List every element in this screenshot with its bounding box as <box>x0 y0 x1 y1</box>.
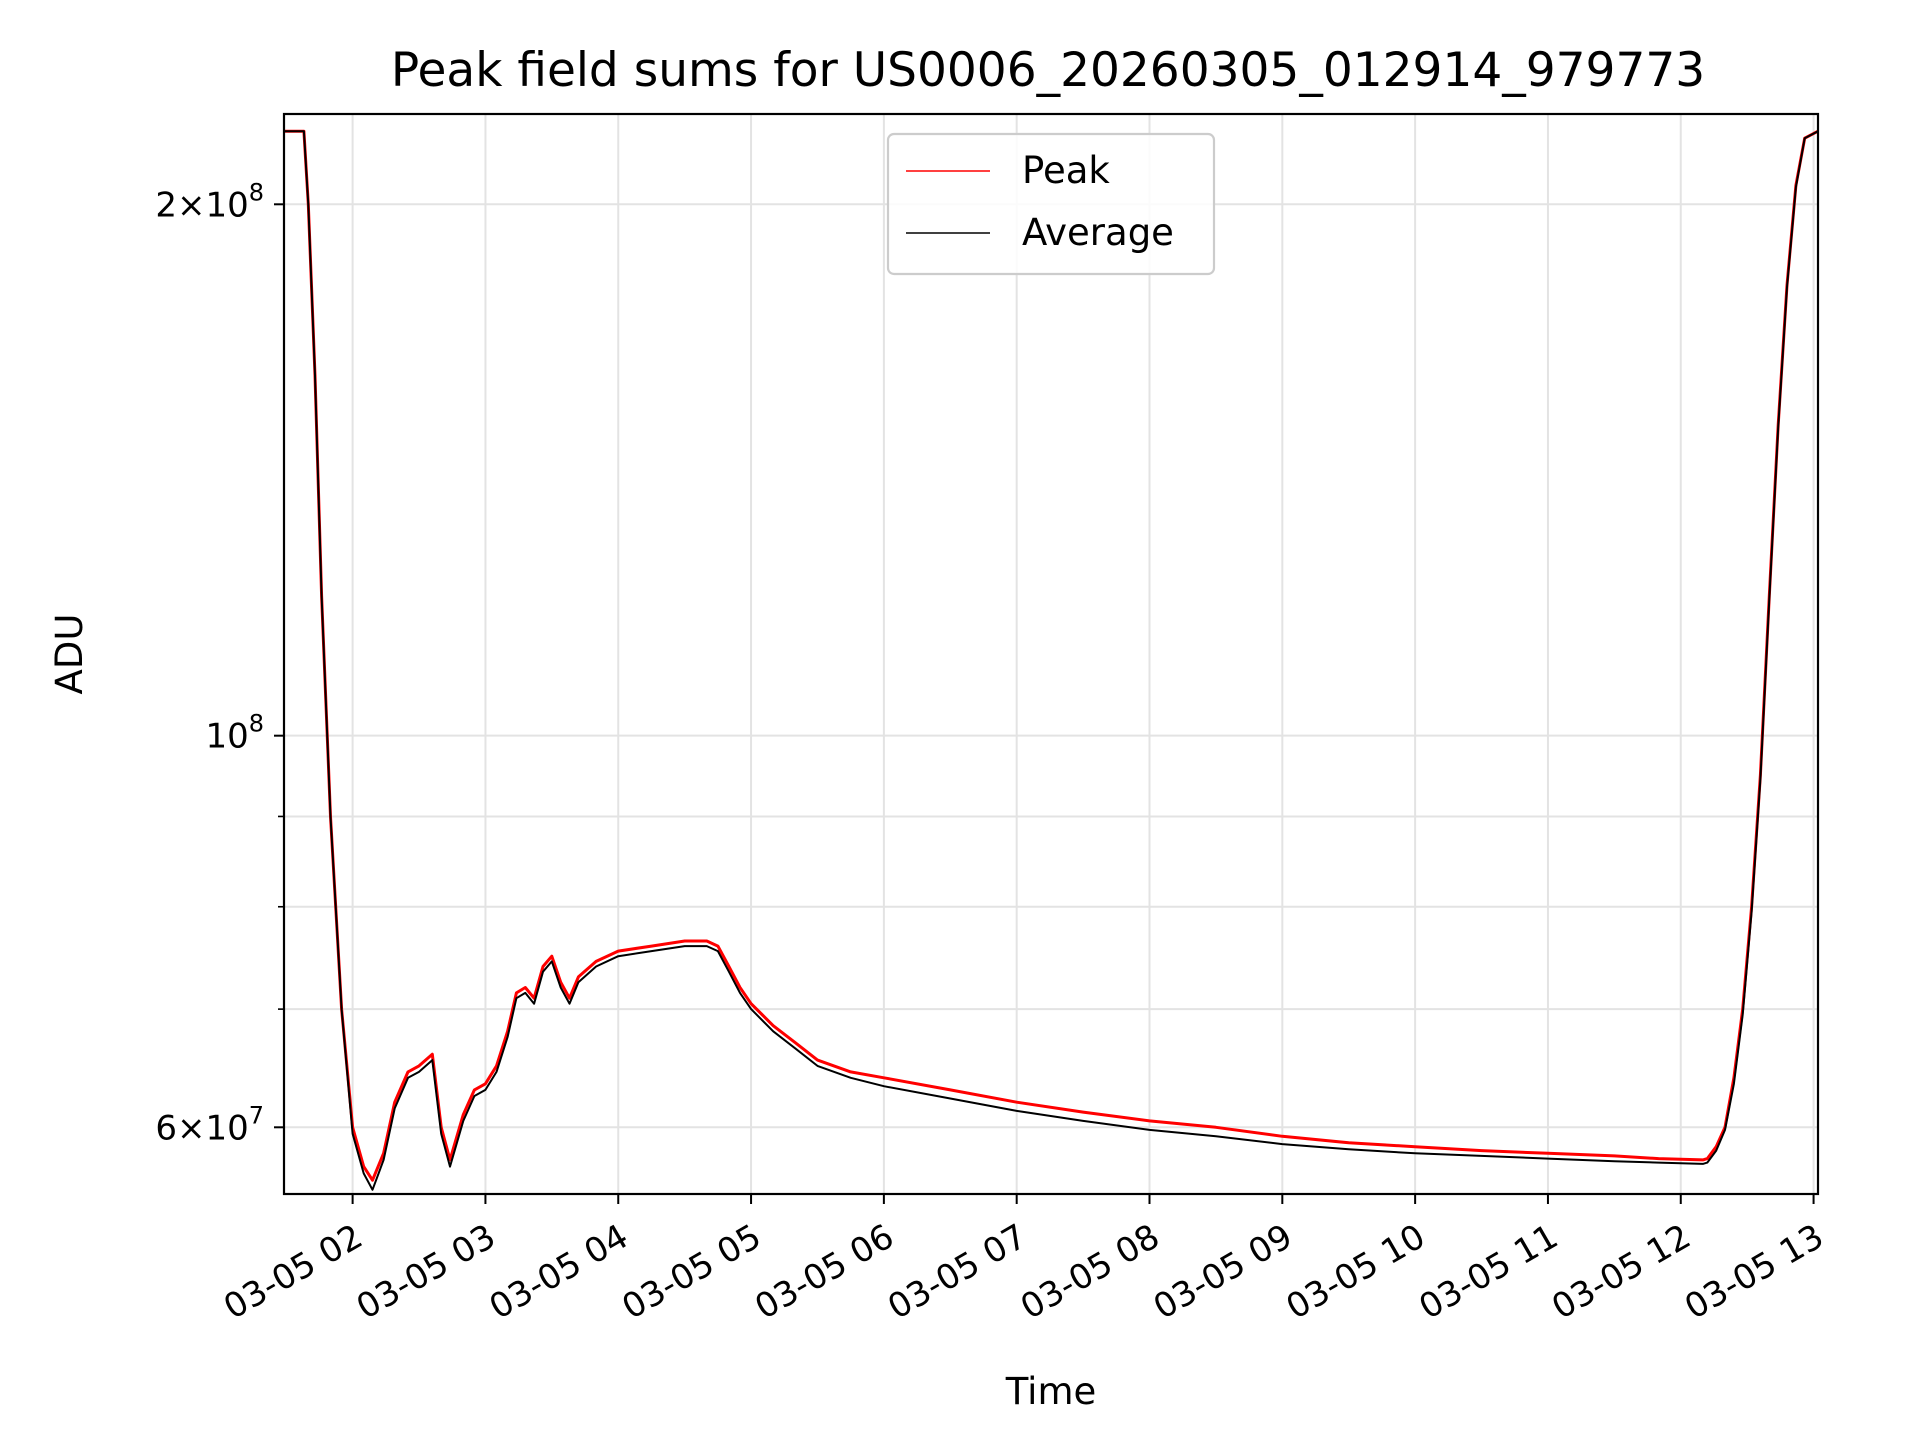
series-layer <box>284 129 1818 1191</box>
y-tick-exponent: 8 <box>249 710 264 738</box>
y-tick-label: 108 <box>205 710 264 757</box>
legend-label-peak: Peak <box>1022 149 1110 192</box>
series-line-peak <box>284 129 1818 1182</box>
y-tick-base: 10 <box>205 185 248 225</box>
y-tick-label: 2×108 <box>155 178 264 225</box>
y-tick-exponent: 7 <box>249 1101 264 1129</box>
chart-title: Peak field sums for US0006_20260305_0129… <box>391 43 1705 98</box>
legend-box <box>886 132 1216 276</box>
x-axis-label: Time <box>1005 1370 1097 1413</box>
legend-label-average: Average <box>1022 211 1174 254</box>
y-tick-times-sign: × <box>177 185 206 225</box>
y-tick-base: 10 <box>205 717 248 757</box>
y-tick-base: 10 <box>205 1108 248 1148</box>
y-tick-times-sign: × <box>177 1108 206 1148</box>
plot-area-frame <box>282 112 1820 1196</box>
y-tick-label: 6×107 <box>155 1101 264 1148</box>
y-tick-mantissa: 2 <box>155 185 177 225</box>
legend: Peak Average <box>886 132 1216 276</box>
y-axis-label: ADU <box>48 614 91 695</box>
y-tick-mantissa: 6 <box>155 1108 177 1148</box>
series-line-average <box>284 130 1818 1191</box>
y-tick-exponent: 8 <box>249 178 264 206</box>
